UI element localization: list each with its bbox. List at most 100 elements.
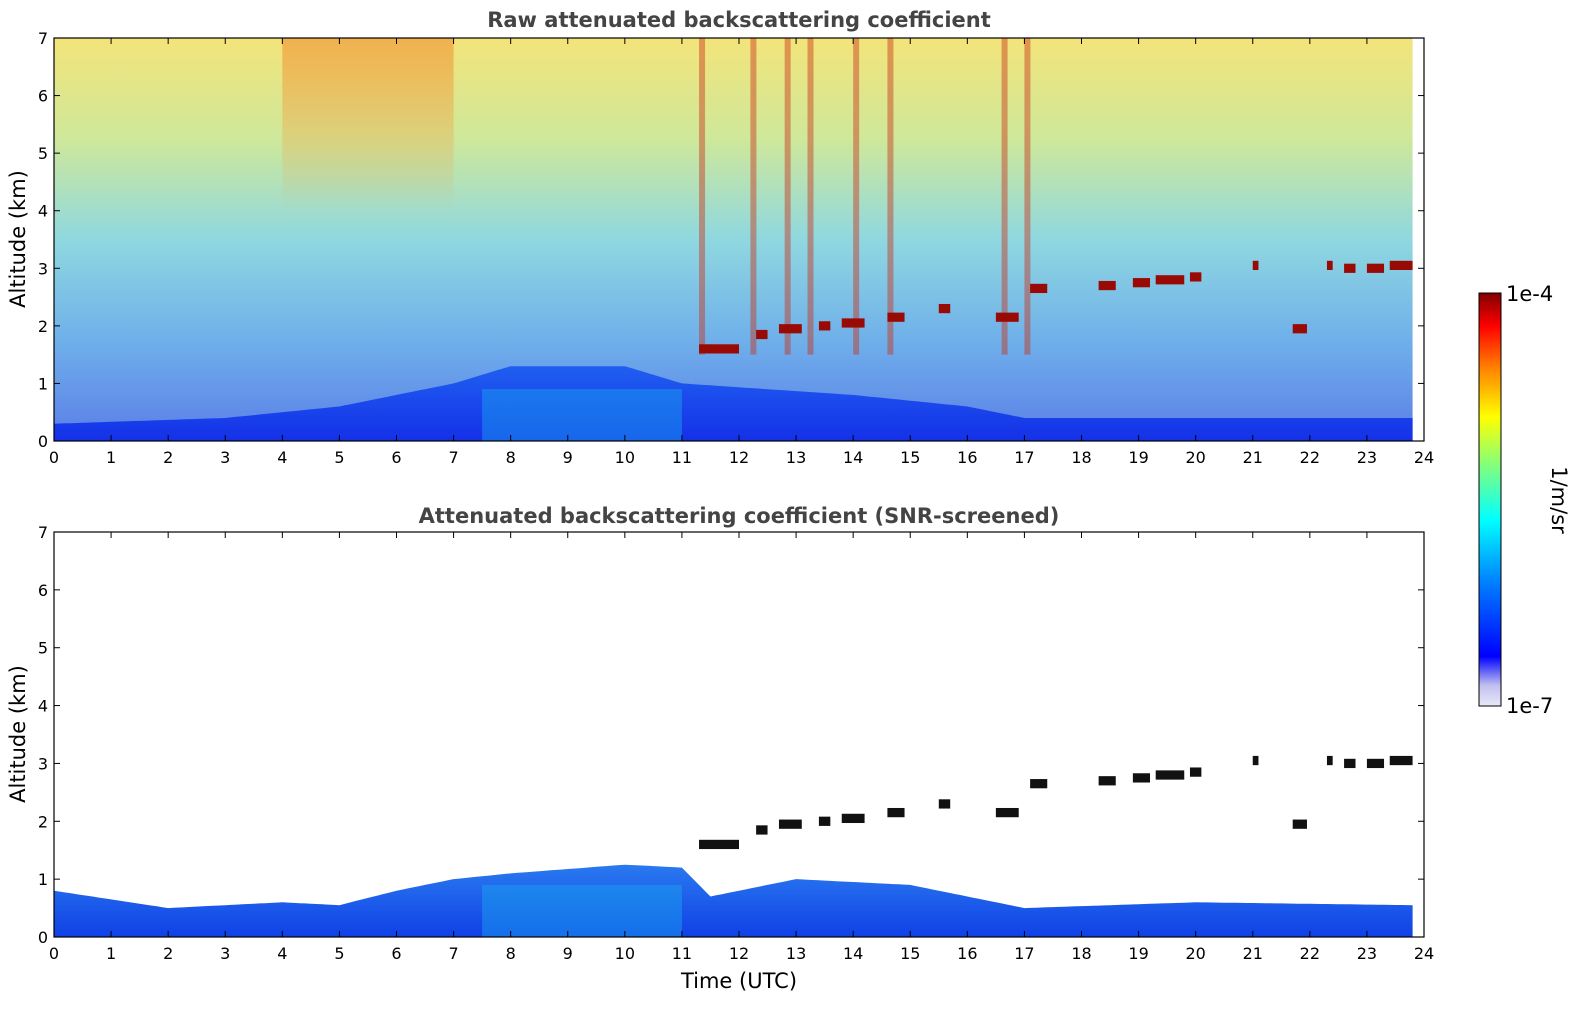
cloud-layer	[1189, 272, 1202, 282]
x-tick-label: 23	[1357, 944, 1377, 963]
x-tick-label: 11	[672, 448, 692, 467]
high-noise-zone	[282, 38, 454, 211]
cloud-layer	[1292, 819, 1307, 829]
cloud-layer	[818, 816, 831, 826]
cloud-layer	[1189, 767, 1202, 777]
x-tick-label: 2	[163, 944, 173, 963]
x-tick-label: 18	[1071, 448, 1091, 467]
y-tick-label: 0	[38, 928, 48, 947]
heatmap-area	[54, 532, 1424, 937]
y-tick-label: 0	[38, 432, 48, 451]
y-tick-label: 7	[38, 523, 48, 542]
x-tick-label: 1	[106, 944, 116, 963]
cloud-layer	[938, 303, 951, 314]
cloud-layer	[756, 329, 768, 340]
cloud-layer	[818, 321, 831, 331]
cloud-layer	[841, 318, 865, 328]
x-tick-label: 12	[729, 448, 749, 467]
x-tick-label: 12	[729, 944, 749, 963]
cloud-layer	[1098, 280, 1116, 291]
y-tick-label: 5	[38, 639, 48, 658]
x-tick-label: 22	[1300, 944, 1320, 963]
y-tick-label: 5	[38, 144, 48, 163]
x-tick-label: 15	[900, 944, 920, 963]
x-tick-label: 23	[1357, 448, 1377, 467]
y-tick-label: 4	[38, 697, 48, 716]
noise-streak	[853, 38, 860, 355]
y-tick-label: 1	[38, 870, 48, 889]
x-tick-label: 6	[391, 944, 401, 963]
x-axis-label: Time (UTC)	[680, 969, 797, 993]
noise-streak	[1001, 38, 1008, 355]
heatmap-background	[54, 532, 1424, 937]
x-tick-label: 10	[615, 944, 635, 963]
cloud-layer	[887, 312, 905, 322]
x-tick-label: 14	[843, 448, 863, 467]
x-tick-label: 11	[672, 944, 692, 963]
cloud-layer	[1366, 758, 1385, 769]
x-tick-label: 22	[1300, 448, 1320, 467]
x-tick-label: 19	[1128, 448, 1148, 467]
cloud-layer	[995, 312, 1019, 322]
x-tick-label: 20	[1185, 448, 1205, 467]
colorbar-unit-label: 1/m/sr	[1547, 466, 1571, 534]
y-tick-label: 2	[38, 812, 48, 831]
x-tick-label: 4	[277, 448, 287, 467]
x-tick-label: 5	[334, 944, 344, 963]
panel-title: Attenuated backscattering coefficient (S…	[419, 504, 1060, 528]
cloud-layer	[1030, 283, 1048, 294]
x-tick-label: 21	[1243, 944, 1263, 963]
screened-backscatter-panel: Attenuated backscattering coefficient (S…	[6, 504, 1434, 993]
x-tick-label: 0	[49, 448, 59, 467]
x-tick-label: 19	[1128, 944, 1148, 963]
y-tick-label: 3	[38, 259, 48, 278]
x-tick-label: 5	[334, 448, 344, 467]
y-tick-label: 1	[38, 374, 48, 393]
noise-streak	[807, 38, 814, 355]
x-tick-label: 8	[506, 448, 516, 467]
cloud-layer	[1030, 779, 1048, 789]
noise-streak	[784, 38, 791, 355]
raw-backscatter-panel: Raw attenuated backscattering coefficien…	[6, 8, 1434, 467]
cloud-layer	[778, 819, 802, 829]
cloud-layer	[1292, 324, 1307, 334]
cloud-layer	[778, 324, 802, 334]
x-tick-label: 9	[563, 944, 573, 963]
boundary-layer-area	[54, 864, 1413, 937]
cloud-layer	[1366, 263, 1385, 273]
x-tick-label: 16	[957, 448, 977, 467]
x-tick-label: 8	[506, 944, 516, 963]
cloud-layer	[756, 825, 768, 835]
mixed-layer-core	[482, 884, 682, 937]
cloud-layer	[841, 813, 865, 824]
cloud-layer	[1389, 755, 1413, 766]
cloud-layer	[995, 807, 1019, 818]
x-tick-label: 9	[563, 448, 573, 467]
y-tick-label: 7	[38, 29, 48, 48]
cloud-layer	[938, 799, 951, 809]
colorbar: 1e-4 1e-7 1/m/sr	[1478, 282, 1571, 718]
x-tick-label: 2	[163, 448, 173, 467]
y-axis-label: Altitude (km)	[6, 170, 30, 308]
x-tick-label: 24	[1414, 448, 1434, 467]
x-tick-label: 24	[1414, 944, 1434, 963]
noise-streak	[750, 38, 757, 355]
x-tick-label: 16	[957, 944, 977, 963]
x-tick-label: 18	[1071, 944, 1091, 963]
colorbar-max-label: 1e-4	[1506, 282, 1553, 306]
colorbar-min-label: 1e-7	[1506, 694, 1553, 718]
x-tick-label: 7	[448, 944, 458, 963]
x-tick-label: 10	[615, 448, 635, 467]
cloud-layer	[1132, 278, 1150, 288]
x-tick-label: 6	[391, 448, 401, 467]
x-tick-label: 3	[220, 448, 230, 467]
cloud-layer	[1326, 755, 1333, 766]
y-tick-label: 4	[38, 202, 48, 221]
cloud-layer	[1344, 263, 1356, 273]
cloud-layer	[1344, 758, 1356, 769]
cloud-layer	[1098, 776, 1116, 786]
y-tick-label: 6	[38, 581, 48, 600]
cloud-layer	[699, 839, 739, 850]
cloud-layer	[1252, 260, 1259, 271]
cloud-layer	[699, 344, 739, 354]
